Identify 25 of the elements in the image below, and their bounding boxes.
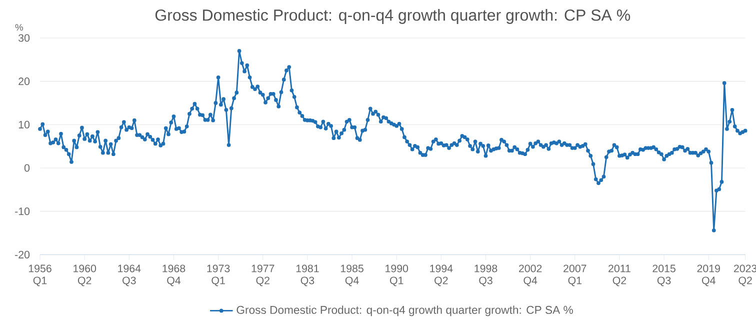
y-tick-label: 0 bbox=[24, 164, 30, 172]
y-tick-label: 10 bbox=[18, 120, 30, 128]
y-axis-title: % bbox=[15, 24, 23, 31]
x-tick-label: 2007 Q1 bbox=[564, 264, 586, 286]
x-tick-label: 1956 Q1 bbox=[28, 264, 52, 286]
x-tick-label: 2002 Q4 bbox=[519, 264, 542, 286]
legend-label: Gross Domestic Product: q-on-q4 growth quarter growth: CP SA % bbox=[236, 306, 573, 316]
y-tick-label: -10 bbox=[15, 208, 30, 216]
y-tick-label: -20 bbox=[15, 250, 30, 258]
x-tick-label: 1960 Q2 bbox=[74, 264, 96, 286]
x-tick-label: 1964 Q3 bbox=[118, 264, 141, 286]
x-tick-label: 1990 Q1 bbox=[386, 264, 408, 286]
x-tick-label: 1977 Q2 bbox=[252, 264, 274, 286]
chart-title: Gross Domestic Product: q-on-q4 growth quarter growth: CP SA % bbox=[155, 9, 630, 24]
x-tick-label: 1981 Q3 bbox=[296, 264, 319, 286]
x-tick-label: 2019 Q4 bbox=[697, 264, 720, 286]
x-tick-label: 1973 Q1 bbox=[207, 264, 230, 286]
y-tick-label: 30 bbox=[18, 34, 30, 42]
x-tick-label: 1985 Q4 bbox=[340, 264, 364, 286]
x-tick-label: 1998 Q3 bbox=[474, 264, 498, 286]
x-tick-label: 2011 Q2 bbox=[608, 264, 630, 286]
y-tick-label: 20 bbox=[18, 78, 30, 86]
x-tick-label: 2015 Q3 bbox=[652, 264, 676, 286]
x-tick-label: 1968 Q4 bbox=[162, 264, 186, 286]
x-tick-label: 1994 Q2 bbox=[430, 264, 453, 286]
